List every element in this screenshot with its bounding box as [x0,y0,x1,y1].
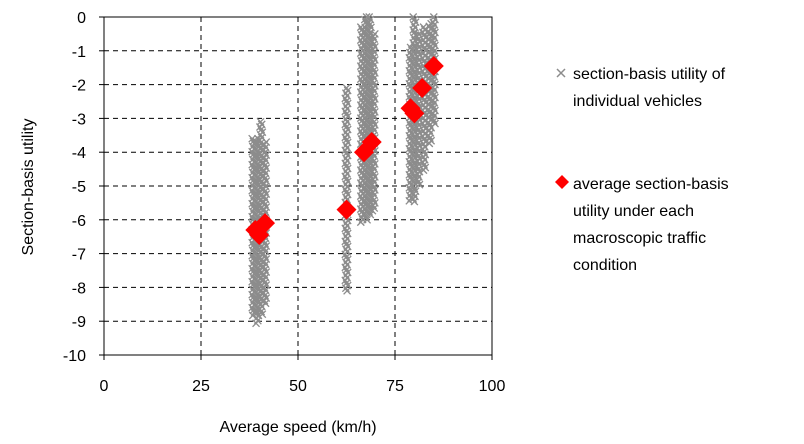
legend-label-individual-line2: individual vehicles [573,93,702,110]
y-tick-label: -7 [72,247,86,264]
individual-point [341,284,350,293]
legend-label-average-line2: utility under each [573,203,694,220]
legend: section-basis utility of individual vehi… [555,66,729,274]
legend-label-individual-line1: section-basis utility of [573,66,726,83]
average-utility-series [245,56,444,246]
individual-point [419,166,428,175]
x-tick-label: 50 [289,378,307,395]
average-point [336,199,357,220]
individual-point [258,310,267,319]
x-tick-label: 75 [386,378,404,395]
y-axis-ticks: 0 -1 -2 -3 -4 -5 -6 -7 -8 -9 -10 [63,10,104,365]
y-tick-label: -3 [72,111,86,128]
average-point [255,213,276,234]
x-axis-ticks: 0 25 50 75 100 [100,355,506,395]
x-axis-title: Average speed (km/h) [219,419,376,436]
individual-point [252,319,261,328]
legend-marker-diamond-icon [555,175,569,189]
y-tick-label: -6 [72,213,86,230]
average-point [361,132,382,153]
individual-point [366,210,375,219]
y-tick-label: -1 [72,44,86,61]
y-tick-label: -10 [63,348,86,365]
y-tick-label: 0 [77,10,86,27]
legend-label-average-line4: condition [573,257,637,274]
average-point [404,103,425,124]
individual-point [431,119,439,128]
individual-point [368,206,377,215]
y-tick-label: -2 [72,78,86,95]
y-tick-label: -5 [72,179,86,196]
average-point [423,56,444,77]
grid-lines [104,17,492,355]
y-tick-label: -4 [72,145,86,162]
legend-marker-x-icon [556,68,566,78]
y-tick-label: -9 [72,314,86,331]
x-tick-label: 25 [192,378,210,395]
legend-label-average-line1: average section-basis [573,176,729,193]
individual-point [410,197,419,206]
y-axis-title: Section-basis utility [20,119,37,256]
average-point [412,77,433,98]
individual-point [343,286,352,295]
individual-vehicle-series [248,13,439,328]
individual-point [415,180,424,189]
individual-point [363,215,372,224]
x-tick-label: 0 [100,378,109,395]
legend-label-average-line3: macroscopic traffic [573,230,706,247]
individual-point [261,299,270,308]
y-tick-label: -8 [72,280,86,297]
individual-point [425,139,434,148]
x-tick-label: 100 [479,378,506,395]
